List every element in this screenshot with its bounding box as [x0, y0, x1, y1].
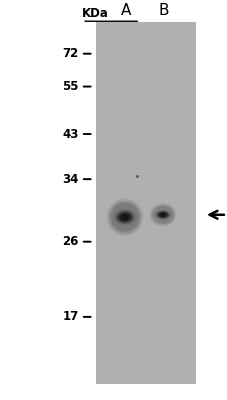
Ellipse shape [116, 211, 133, 224]
Ellipse shape [117, 212, 132, 222]
Ellipse shape [157, 212, 168, 218]
Text: 17: 17 [62, 310, 78, 323]
Ellipse shape [120, 214, 129, 221]
Text: 26: 26 [62, 235, 78, 248]
Ellipse shape [116, 211, 133, 223]
Ellipse shape [106, 198, 143, 236]
Text: KDa: KDa [82, 7, 109, 20]
Ellipse shape [118, 212, 131, 222]
Ellipse shape [113, 209, 136, 226]
Text: B: B [158, 3, 169, 18]
Ellipse shape [110, 202, 139, 232]
Text: 72: 72 [62, 47, 78, 60]
Ellipse shape [158, 212, 167, 218]
Text: 43: 43 [62, 128, 78, 140]
Ellipse shape [154, 210, 171, 220]
Ellipse shape [119, 213, 130, 221]
Ellipse shape [156, 211, 168, 218]
Ellipse shape [150, 204, 174, 225]
Text: 55: 55 [62, 80, 78, 93]
Ellipse shape [121, 214, 128, 220]
Ellipse shape [114, 210, 135, 225]
Ellipse shape [115, 210, 134, 224]
Ellipse shape [108, 200, 141, 234]
Ellipse shape [159, 213, 165, 216]
Ellipse shape [155, 210, 170, 220]
Text: A: A [121, 3, 131, 18]
Ellipse shape [156, 211, 169, 219]
Bar [95, 22, 195, 384]
Ellipse shape [149, 203, 176, 226]
Ellipse shape [155, 210, 170, 219]
Text: 34: 34 [62, 173, 78, 186]
Ellipse shape [158, 212, 166, 217]
Ellipse shape [159, 213, 166, 217]
Ellipse shape [152, 206, 173, 224]
